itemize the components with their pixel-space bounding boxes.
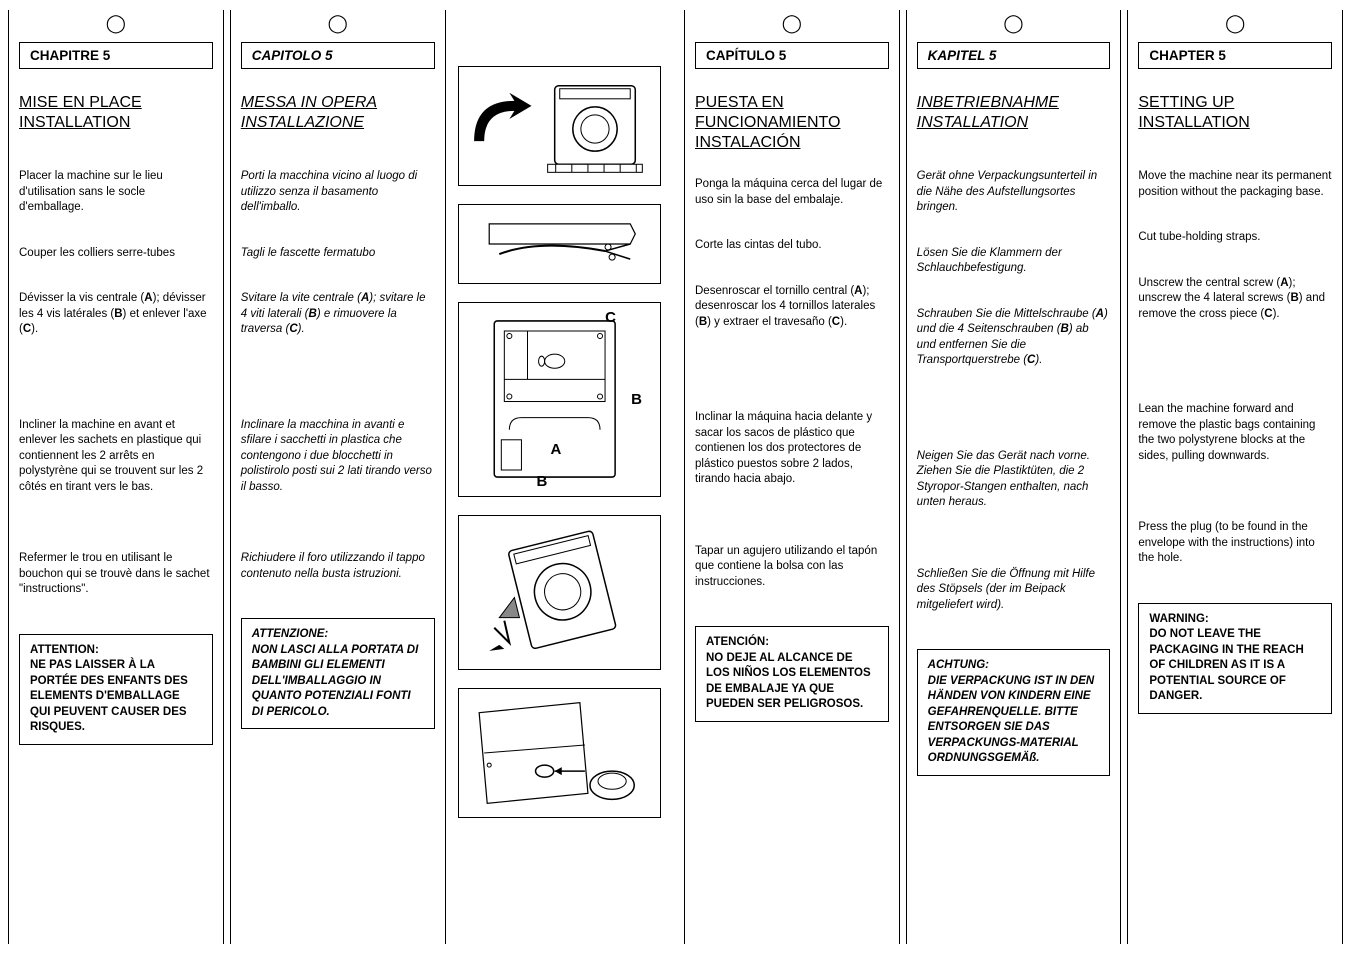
section-title-en: SETTING UP INSTALLATION [1138,93,1332,133]
para-en-2: Cut tube-holding straps. [1138,230,1332,246]
para-en-3: Unscrew the central screw (A); unscrew t… [1138,276,1332,323]
illustration-lean-forward [458,515,661,670]
para-it-1: Porti la macchina vicino al luogo di uti… [241,169,435,216]
warning-box-fr: ATTENTION: NE PAS LAISSER À LA PORTÉE DE… [19,634,213,745]
binding-hole-icon: ◯ [19,14,213,36]
para-it-4: Inclinare la macchina in avanti e sfilar… [241,418,435,496]
illustration-screws: C B A B [458,302,661,497]
warning-box-it: ATTENZIONE: NON LASCI ALLA PORTATA DI BA… [241,618,435,729]
chapter-box-de: KAPITEL 5 [917,42,1111,69]
para-fr-3: Dévisser la vis centrale (A); dévisser l… [19,291,213,338]
para-en-1: Move the machine near its permanent posi… [1138,169,1332,200]
label-c: C [605,309,616,326]
page-left: ◯ CHAPITRE 5 MISE EN PLACE INSTALLATION … [0,0,676,954]
warning-box-de: ACHTUNG: DIE VERPACKUNG IST IN DEN HÄNDE… [917,649,1111,776]
label-a: A [551,441,562,458]
binding-hole-icon: ◯ [241,14,435,36]
column-it: ◯ CAPITOLO 5 MESSA IN OPERA INSTALLAZION… [230,10,446,944]
column-es: ◯ CAPÍTULO 5 PUESTA EN FUNCIONAMIENTO IN… [684,10,900,944]
para-es-2: Corte las cintas del tubo. [695,238,889,254]
chapter-box-it: CAPITOLO 5 [241,42,435,69]
chapter-box-es: CAPÍTULO 5 [695,42,889,69]
column-en: ◯ CHAPTER 5 SETTING UP INSTALLATION Move… [1127,10,1343,944]
section-title-es: PUESTA EN FUNCIONAMIENTO INSTALACIÓN [695,93,889,153]
chapter-box-fr: CHAPITRE 5 [19,42,213,69]
page-right: ◯ CAPÍTULO 5 PUESTA EN FUNCIONAMIENTO IN… [676,0,1351,954]
para-it-3: Svitare la vite centrale (A); svitare le… [241,291,435,338]
chapter-box-en: CHAPTER 5 [1138,42,1332,69]
section-title-it: MESSA IN OPERA INSTALLAZIONE [241,93,435,133]
illustration-move-machine [458,66,661,186]
warning-box-en: WARNING: DO NOT LEAVE THE PACKAGING IN T… [1138,603,1332,714]
para-es-1: Ponga la máquina cerca del lugar de uso … [695,177,889,208]
para-it-2: Tagli le fascette fermatubo [241,246,435,262]
column-fr: ◯ CHAPITRE 5 MISE EN PLACE INSTALLATION … [8,10,224,944]
para-de-2: Lösen Sie die Klammern der Schlauchbefes… [917,246,1111,277]
para-it-5: Richiudere il foro utilizzando il tappo … [241,551,435,582]
label-b: B [631,391,642,408]
illustration-cut-straps [458,204,661,284]
para-fr-1: Placer la machine sur le lieu d'utilisat… [19,169,213,216]
para-es-5: Tapar un agujero utilizando el tapón que… [695,544,889,591]
para-de-4: Neigen Sie das Gerät nach vorne. Ziehen … [917,449,1111,511]
section-title-fr: MISE EN PLACE INSTALLATION [19,93,213,133]
para-de-1: Gerät ohne Verpackungsunterteil in die N… [917,169,1111,216]
para-de-3: Schrauben Sie die Mittelschraube (A) und… [917,307,1111,369]
binding-hole-icon: ◯ [917,14,1111,36]
para-de-5: Schließen Sie die Öffnung mit Hilfe des … [917,567,1111,614]
section-title-de: INBETRIEBNAHME INSTALLATION [917,93,1111,133]
para-fr-4: Incliner la machine en avant et enlever … [19,418,213,496]
warning-box-es: ATENCIÓN: NO DEJE AL ALCANCE DE LOS NIÑO… [695,626,889,722]
column-illustrations: C B A B [452,10,667,944]
column-de: ◯ KAPITEL 5 INBETRIEBNAHME INSTALLATION … [906,10,1122,944]
para-fr-5: Refermer le trou en utilisant le bouchon… [19,551,213,598]
para-fr-2: Couper les colliers serre-tubes [19,246,213,262]
para-en-5: Press the plug (to be found in the envel… [1138,520,1332,567]
para-en-4: Lean the machine forward and remove the … [1138,402,1332,464]
label-b2: B [537,473,548,490]
para-es-3: Desenroscar el tornillo central (A); des… [695,284,889,331]
para-es-4: Inclinar la máquina hacia delante y saca… [695,410,889,488]
binding-hole-icon: ◯ [695,14,889,36]
binding-hole-icon: ◯ [1138,14,1332,36]
illustration-plug-hole [458,688,661,818]
